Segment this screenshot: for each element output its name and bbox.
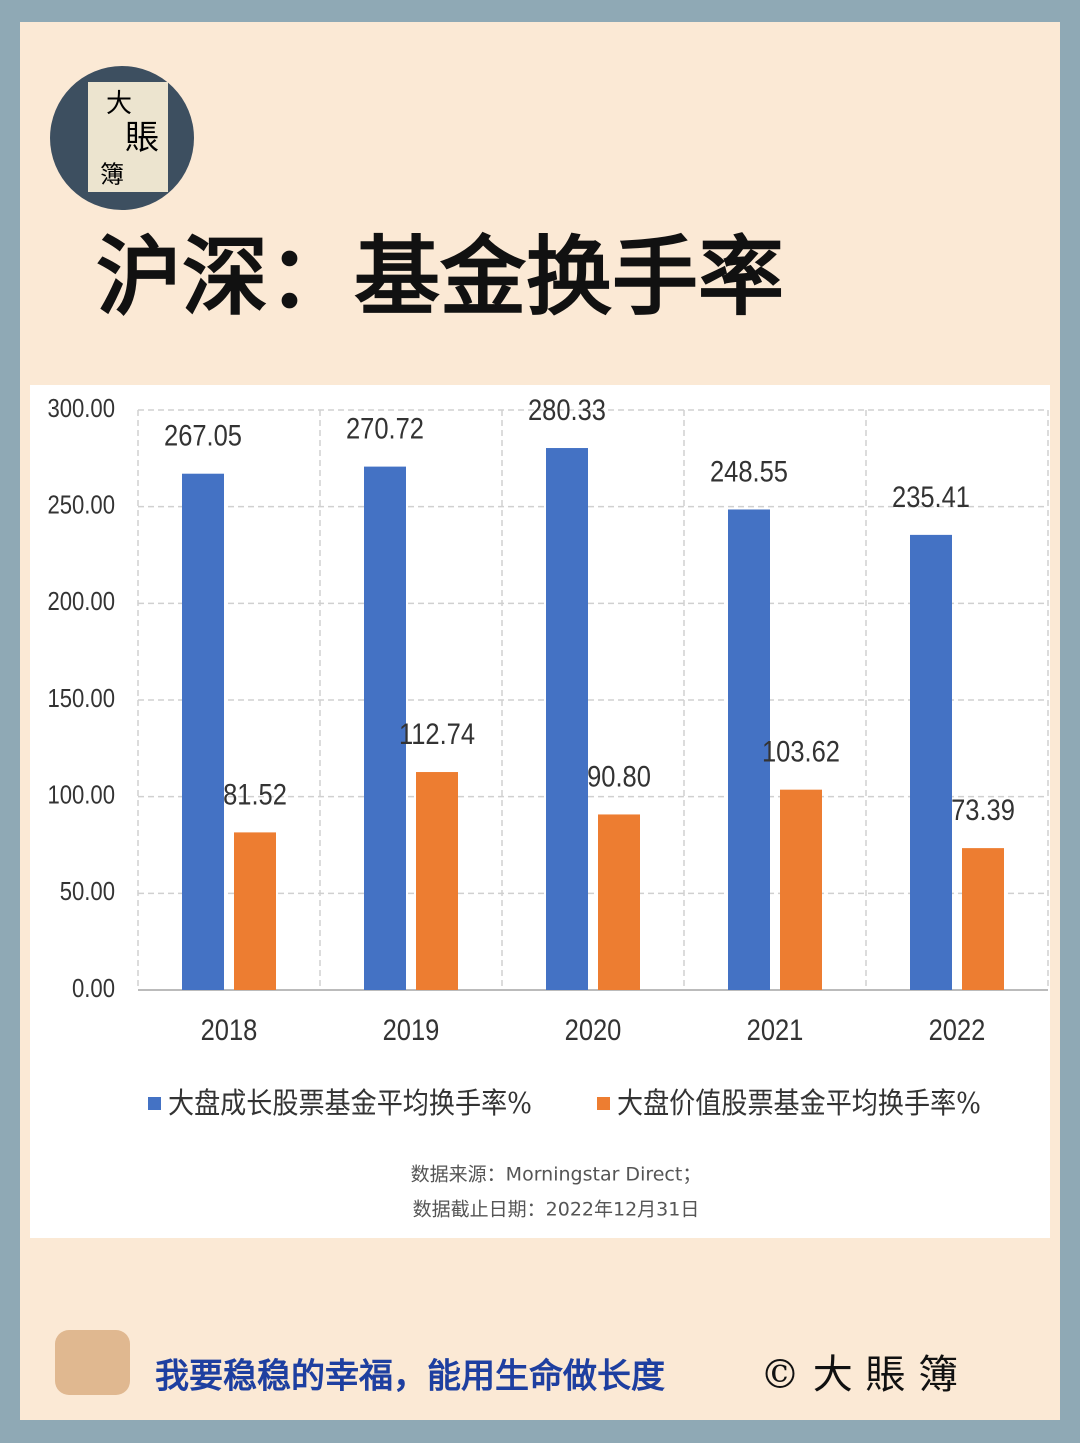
legend-label: 大盘价值股票基金平均换手率% bbox=[617, 1086, 981, 1121]
value-label: 270.72 bbox=[346, 412, 424, 445]
x-tick-label: 2018 bbox=[201, 1013, 258, 1046]
bar bbox=[910, 534, 952, 990]
value-label: 280.33 bbox=[528, 393, 606, 426]
footer-icon bbox=[55, 1330, 130, 1395]
x-tick-label: 2022 bbox=[929, 1013, 986, 1046]
logo-paper bbox=[88, 82, 168, 192]
x-tick-label: 2021 bbox=[747, 1013, 804, 1046]
legend-label: 大盘成长股票基金平均换手率% bbox=[168, 1086, 532, 1121]
slogan: 我要稳稳的幸福，能用生命做长度 bbox=[155, 1357, 665, 1397]
value-label: 81.52 bbox=[223, 777, 287, 810]
y-tick-label: 150.00 bbox=[47, 684, 115, 713]
source-note: 数据来源：Morningstar Direct； bbox=[411, 1164, 702, 1186]
logo-char: 賬 bbox=[125, 118, 159, 158]
value-label: 112.74 bbox=[399, 717, 475, 750]
x-tick-label: 2019 bbox=[383, 1013, 440, 1046]
bar bbox=[364, 466, 406, 990]
bar bbox=[780, 789, 822, 990]
legend-swatch bbox=[148, 1097, 161, 1110]
legend-swatch bbox=[597, 1097, 610, 1110]
bar bbox=[416, 772, 458, 990]
bar bbox=[234, 832, 276, 990]
x-tick-label: 2020 bbox=[565, 1013, 622, 1046]
logo-char: 簿 bbox=[100, 161, 124, 189]
y-tick-label: 250.00 bbox=[47, 491, 115, 520]
bar bbox=[962, 848, 1004, 990]
y-tick-label: 0.00 bbox=[72, 974, 115, 1003]
value-label: 90.80 bbox=[587, 759, 651, 792]
value-label: 248.55 bbox=[710, 454, 788, 487]
brand: © 大 賬 簿 bbox=[760, 1352, 958, 1398]
bar bbox=[728, 509, 770, 990]
bar bbox=[182, 473, 224, 990]
source-note: 数据截止日期：2022年12月31日 bbox=[413, 1199, 700, 1221]
logo-char: 大 bbox=[106, 89, 132, 119]
value-label: 73.39 bbox=[951, 793, 1015, 826]
value-label: 103.62 bbox=[762, 735, 840, 768]
value-label: 267.05 bbox=[164, 419, 242, 452]
y-tick-label: 100.00 bbox=[47, 781, 115, 810]
y-tick-label: 200.00 bbox=[47, 588, 115, 617]
y-tick-label: 50.00 bbox=[60, 878, 115, 907]
y-tick-label: 300.00 bbox=[47, 394, 115, 423]
value-label: 235.41 bbox=[892, 480, 970, 513]
bar bbox=[598, 814, 640, 990]
chart-title: 沪深：基金换手率 bbox=[96, 227, 784, 327]
bar bbox=[546, 448, 588, 990]
